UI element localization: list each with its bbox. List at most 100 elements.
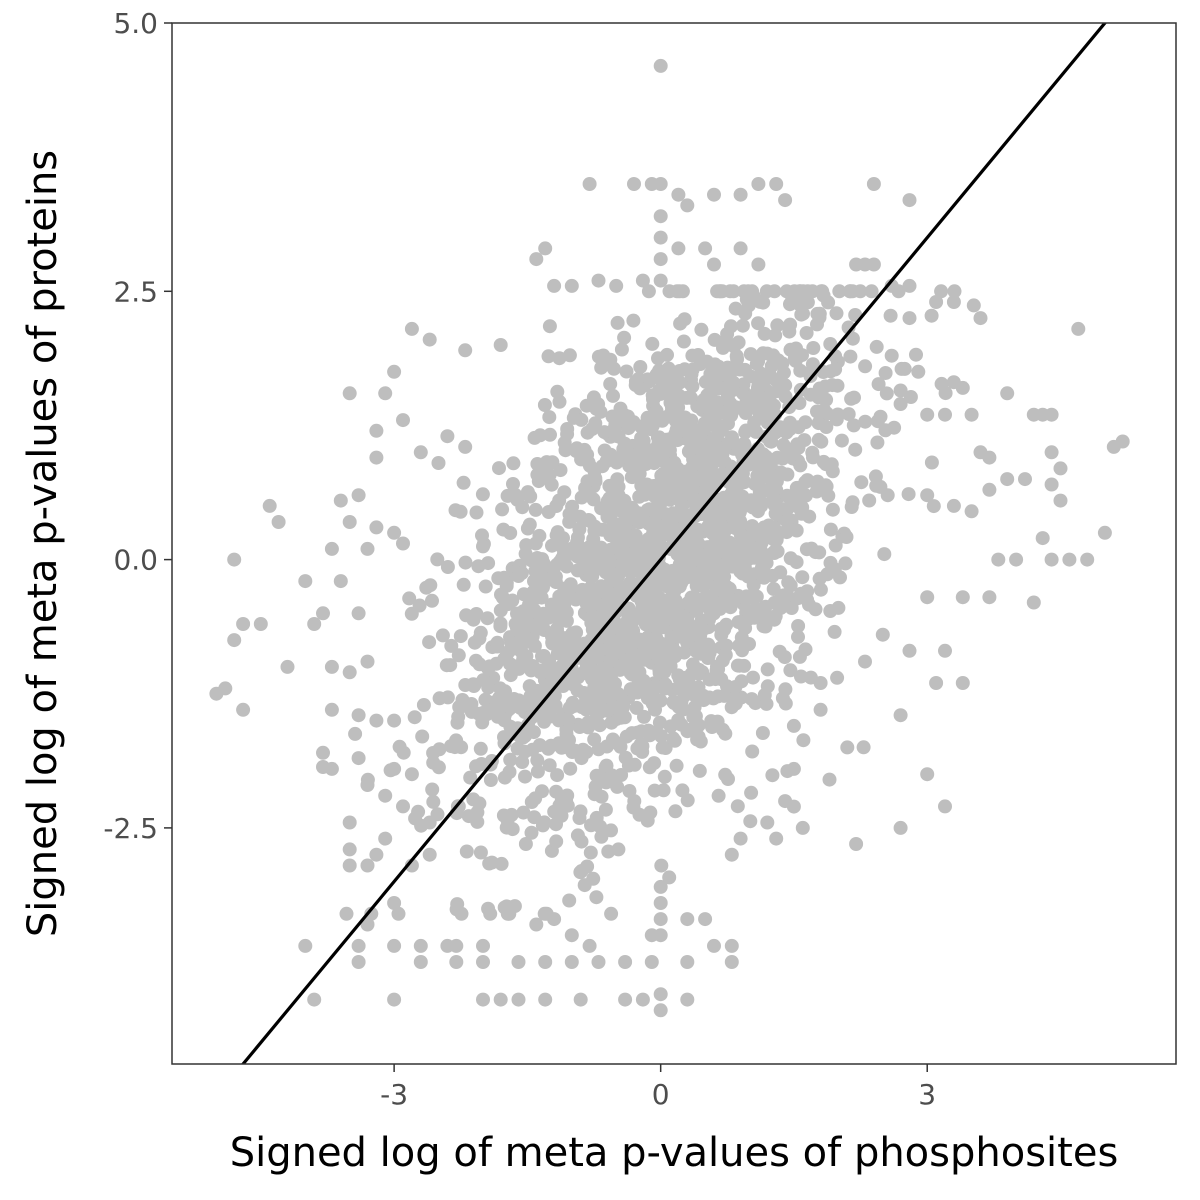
x-tick-label: 0 <box>652 1078 670 1111</box>
data-point <box>497 736 512 751</box>
data-point <box>469 505 484 520</box>
data-point <box>1062 552 1077 567</box>
data-point <box>700 651 715 665</box>
data-point <box>598 802 613 817</box>
data-point <box>562 348 577 363</box>
data-point <box>511 955 526 969</box>
data-point <box>440 690 455 705</box>
data-point <box>369 520 384 535</box>
data-point <box>792 649 807 664</box>
data-point <box>799 326 814 340</box>
data-point <box>473 741 488 756</box>
data-point <box>653 177 668 191</box>
data-point <box>422 635 437 650</box>
data-point <box>653 1003 668 1018</box>
data-point <box>605 491 620 506</box>
data-point <box>776 502 790 517</box>
data-point <box>521 551 536 566</box>
data-point <box>507 899 522 914</box>
data-point <box>991 552 1006 567</box>
data-point <box>298 574 313 589</box>
data-point <box>458 555 473 570</box>
data-point <box>627 561 641 576</box>
data-point <box>1044 477 1059 492</box>
data-point <box>602 593 617 608</box>
data-point <box>458 439 473 454</box>
data-point <box>830 407 845 422</box>
data-point <box>655 740 670 755</box>
data-point <box>726 284 741 299</box>
data-point <box>924 455 939 470</box>
data-point <box>635 739 650 754</box>
data-point <box>469 607 484 621</box>
data-point <box>750 468 765 483</box>
data-point <box>721 380 735 395</box>
data-point <box>454 740 469 755</box>
data-point <box>483 773 498 787</box>
data-point <box>618 955 633 969</box>
data-point <box>464 704 479 719</box>
data-point <box>569 441 584 456</box>
data-point <box>733 187 748 202</box>
data-point <box>730 352 745 367</box>
data-point <box>813 702 828 717</box>
data-point <box>651 412 666 427</box>
data-point <box>454 906 469 921</box>
data-point <box>404 606 419 621</box>
data-point <box>643 610 658 625</box>
data-point <box>520 485 535 500</box>
data-point <box>902 311 917 326</box>
data-point <box>735 318 750 333</box>
data-point <box>819 479 834 494</box>
data-point <box>480 611 495 626</box>
data-point <box>692 763 707 778</box>
data-point <box>741 298 756 313</box>
data-point <box>503 668 518 683</box>
data-point <box>550 525 565 540</box>
data-point <box>570 530 585 545</box>
data-point <box>608 526 623 541</box>
data-point <box>453 629 468 644</box>
data-point <box>538 241 553 256</box>
data-point <box>783 663 798 678</box>
data-point <box>704 478 718 493</box>
data-point <box>618 992 633 1007</box>
data-point <box>724 955 739 969</box>
data-point <box>1000 472 1015 487</box>
data-point <box>456 577 471 592</box>
data-point <box>893 820 908 835</box>
data-point <box>724 319 738 334</box>
data-point <box>407 710 422 725</box>
data-point <box>450 715 465 730</box>
data-point <box>982 482 997 497</box>
data-point <box>552 351 567 366</box>
data-point <box>795 820 810 835</box>
data-point <box>673 543 688 558</box>
data-point <box>811 416 826 431</box>
data-point <box>527 810 542 825</box>
data-point <box>645 388 660 403</box>
data-point <box>654 858 669 873</box>
data-point <box>604 505 619 520</box>
data-point <box>747 415 762 430</box>
data-point <box>791 629 805 644</box>
data-point <box>589 890 604 905</box>
data-point <box>550 384 565 399</box>
data-point <box>579 693 593 708</box>
data-point <box>743 814 758 829</box>
data-point <box>734 690 749 705</box>
data-point <box>645 336 660 351</box>
data-point <box>946 295 961 309</box>
data-point <box>708 672 723 687</box>
data-point <box>650 479 665 493</box>
data-point <box>786 718 801 733</box>
data-point <box>644 955 659 969</box>
data-point <box>513 701 528 715</box>
data-point <box>1097 525 1112 540</box>
data-point <box>602 478 617 493</box>
data-point <box>378 788 393 803</box>
data-point <box>430 552 445 567</box>
data-point <box>451 648 466 663</box>
data-point <box>562 514 577 529</box>
data-point <box>404 767 419 782</box>
